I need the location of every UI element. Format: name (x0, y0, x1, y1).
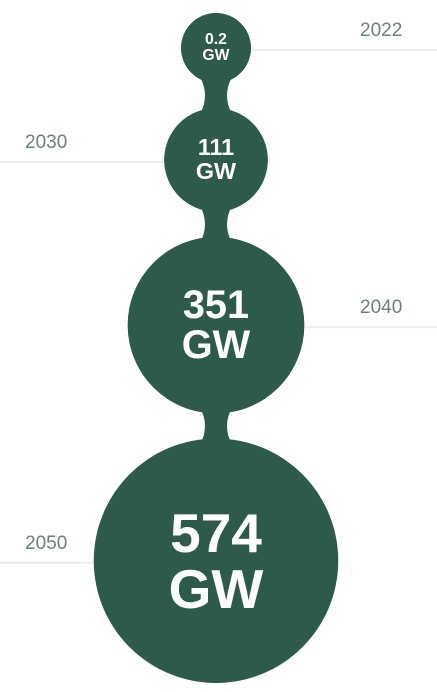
year-label: 2030 (25, 131, 68, 153)
year-label: 2022 (360, 20, 403, 41)
value-label: 0.2 GW (202, 31, 230, 65)
value-label: 351 GW (181, 282, 251, 368)
connector (200, 407, 232, 445)
bubble (93, 438, 339, 683)
bubble (127, 236, 305, 414)
value-label: 574 GW (168, 501, 264, 620)
connector (200, 205, 232, 243)
year-label: 2040 (360, 297, 403, 319)
bubble (180, 12, 252, 84)
year-label: 2050 (25, 532, 68, 554)
bubble (164, 108, 268, 212)
value-label: 111 GW (195, 133, 237, 184)
connector (200, 77, 232, 115)
